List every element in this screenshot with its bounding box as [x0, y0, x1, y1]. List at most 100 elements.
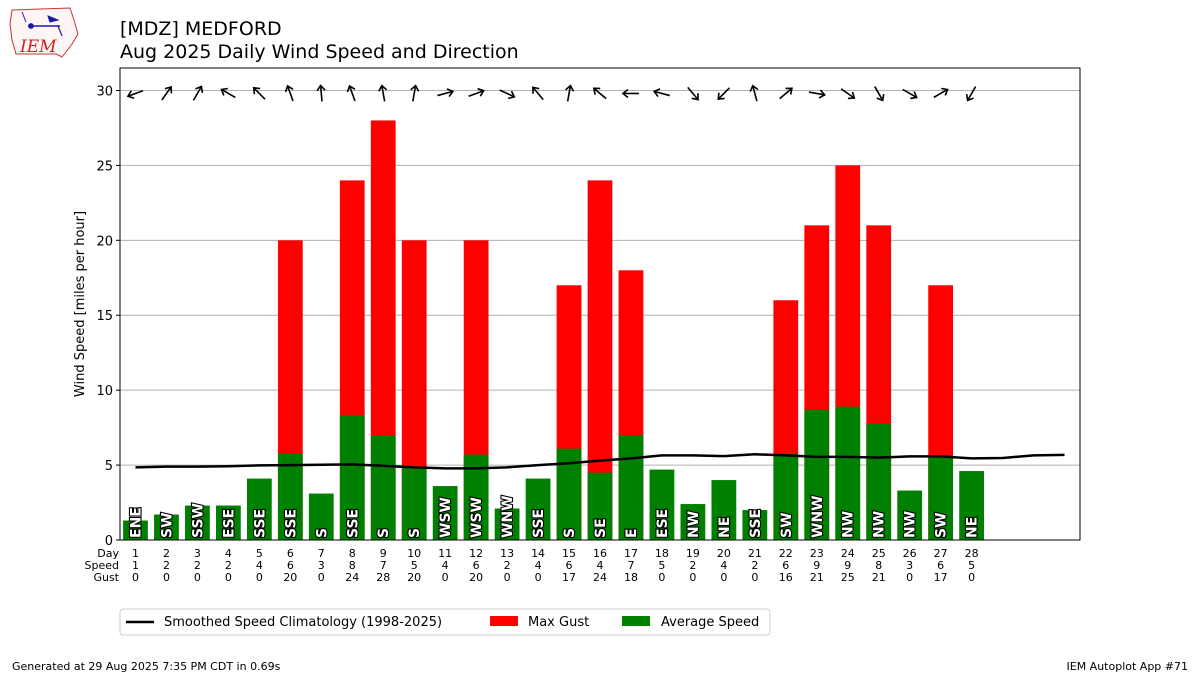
day-label: 12	[469, 547, 483, 560]
gust-label: 0	[751, 571, 758, 584]
day-label: 3	[194, 547, 201, 560]
direction-label: SSE	[748, 509, 764, 538]
speed-label: 6	[287, 559, 294, 572]
arrow-shaft	[654, 90, 670, 97]
direction-label: SSE	[252, 509, 268, 538]
speed-label: 4	[535, 559, 542, 572]
direction-arrow	[717, 87, 731, 101]
arrow-head	[220, 87, 228, 96]
average-speed-bar	[649, 469, 675, 540]
arrow-head	[785, 87, 793, 95]
arrow-head	[284, 84, 294, 93]
gust-label: 0	[163, 571, 170, 584]
gust-label: 20	[407, 571, 421, 584]
arrow-head	[621, 88, 629, 99]
day-label: 23	[810, 547, 824, 560]
direction-arrow	[126, 89, 144, 100]
direction-label: NE	[717, 517, 733, 538]
gust-label: 18	[624, 571, 638, 584]
gust-label: 0	[535, 571, 542, 584]
speed-label: 6	[937, 559, 944, 572]
generated-timestamp: Generated at 29 Aug 2025 7:35 PM CDT in …	[12, 660, 281, 673]
day-label: 13	[500, 547, 514, 560]
direction-arrow	[192, 85, 204, 101]
speed-label: 3	[906, 559, 913, 572]
direction-arrow	[220, 87, 236, 99]
arrow-shaft	[412, 86, 417, 102]
arrow-shaft	[594, 88, 607, 100]
average-speed-bar	[494, 508, 520, 540]
y-tick-label: 5	[105, 459, 113, 474]
gust-label: 20	[469, 571, 483, 584]
arrow-shaft	[468, 90, 483, 97]
speed-label: 2	[225, 559, 232, 572]
arrow-head	[965, 93, 974, 102]
arrow-shaft	[687, 86, 699, 100]
gust-label: 0	[132, 571, 139, 584]
direction-label: ESE	[221, 509, 237, 538]
arrow-head	[652, 88, 661, 98]
direction-arrow	[437, 88, 455, 98]
gust-label: 16	[779, 571, 793, 584]
day-label: 15	[562, 547, 576, 560]
average-speed-bar	[742, 510, 768, 540]
speed-label: 4	[597, 559, 604, 572]
gust-label: 17	[562, 571, 576, 584]
row-label-day: Day	[97, 547, 119, 560]
y-tick-label: 0	[105, 534, 113, 549]
average-speed-bar	[959, 471, 984, 540]
day-label: 6	[287, 547, 294, 560]
gust-label: 17	[934, 571, 948, 584]
direction-label: SSW	[190, 503, 206, 538]
direction-label: SSE	[531, 509, 547, 538]
direction-arrow	[410, 84, 420, 102]
gust-label: 21	[810, 571, 824, 584]
direction-arrow	[565, 84, 575, 102]
direction-arrow	[621, 88, 639, 99]
direction-label: SSE	[283, 509, 299, 538]
arrow-head	[164, 85, 173, 94]
gust-label: 0	[658, 571, 665, 584]
day-label: 8	[349, 547, 356, 560]
legend-box	[119, 608, 771, 636]
gust-label: 0	[194, 571, 201, 584]
direction-label: NW	[903, 511, 919, 538]
gust-label: 0	[504, 571, 511, 584]
arrow-shaft	[779, 88, 792, 100]
arrow-head	[847, 91, 856, 100]
gust-label: 0	[720, 571, 727, 584]
arrow-shaft	[874, 86, 883, 100]
arrow-head	[941, 87, 949, 96]
y-tick-label: 30	[96, 84, 113, 99]
y-tick-label: 15	[96, 309, 113, 324]
direction-label: S	[562, 528, 578, 538]
arrow-head	[410, 84, 420, 92]
legend-gust-swatch	[490, 616, 518, 626]
arrow-shaft	[902, 88, 917, 98]
y-axis: 0 5 10 15 20 25 30	[96, 84, 120, 549]
row-label-gust: Gust	[93, 571, 119, 584]
direction-arrow	[161, 85, 173, 101]
arrow-shaft	[499, 89, 514, 98]
speed-label: 3	[318, 559, 325, 572]
direction-label: E	[624, 528, 640, 538]
day-label: 26	[903, 547, 917, 560]
speed-label: 1	[132, 559, 139, 572]
day-table: 1102203204205406620730882497281052011401…	[132, 547, 979, 584]
direction-arrow	[965, 86, 977, 102]
arrow-head	[507, 90, 516, 100]
day-label: 16	[593, 547, 607, 560]
speed-label: 8	[349, 559, 356, 572]
y-axis-label: Wind Speed [miles per hour]	[73, 211, 88, 397]
day-label: 11	[438, 547, 452, 560]
chart-title: [MDZ] MEDFORD	[120, 18, 282, 40]
plot-frame	[119, 67, 1081, 541]
average-speed-bar	[185, 505, 210, 540]
climatology-line	[135, 453, 1065, 470]
arrow-shaft	[221, 89, 236, 99]
app-credit: IEM Autoplot App #71	[1067, 660, 1189, 673]
direction-label: SW	[934, 512, 950, 538]
day-label: 24	[841, 547, 855, 560]
direction-arrow	[652, 88, 670, 98]
direction-label: S	[407, 528, 423, 538]
